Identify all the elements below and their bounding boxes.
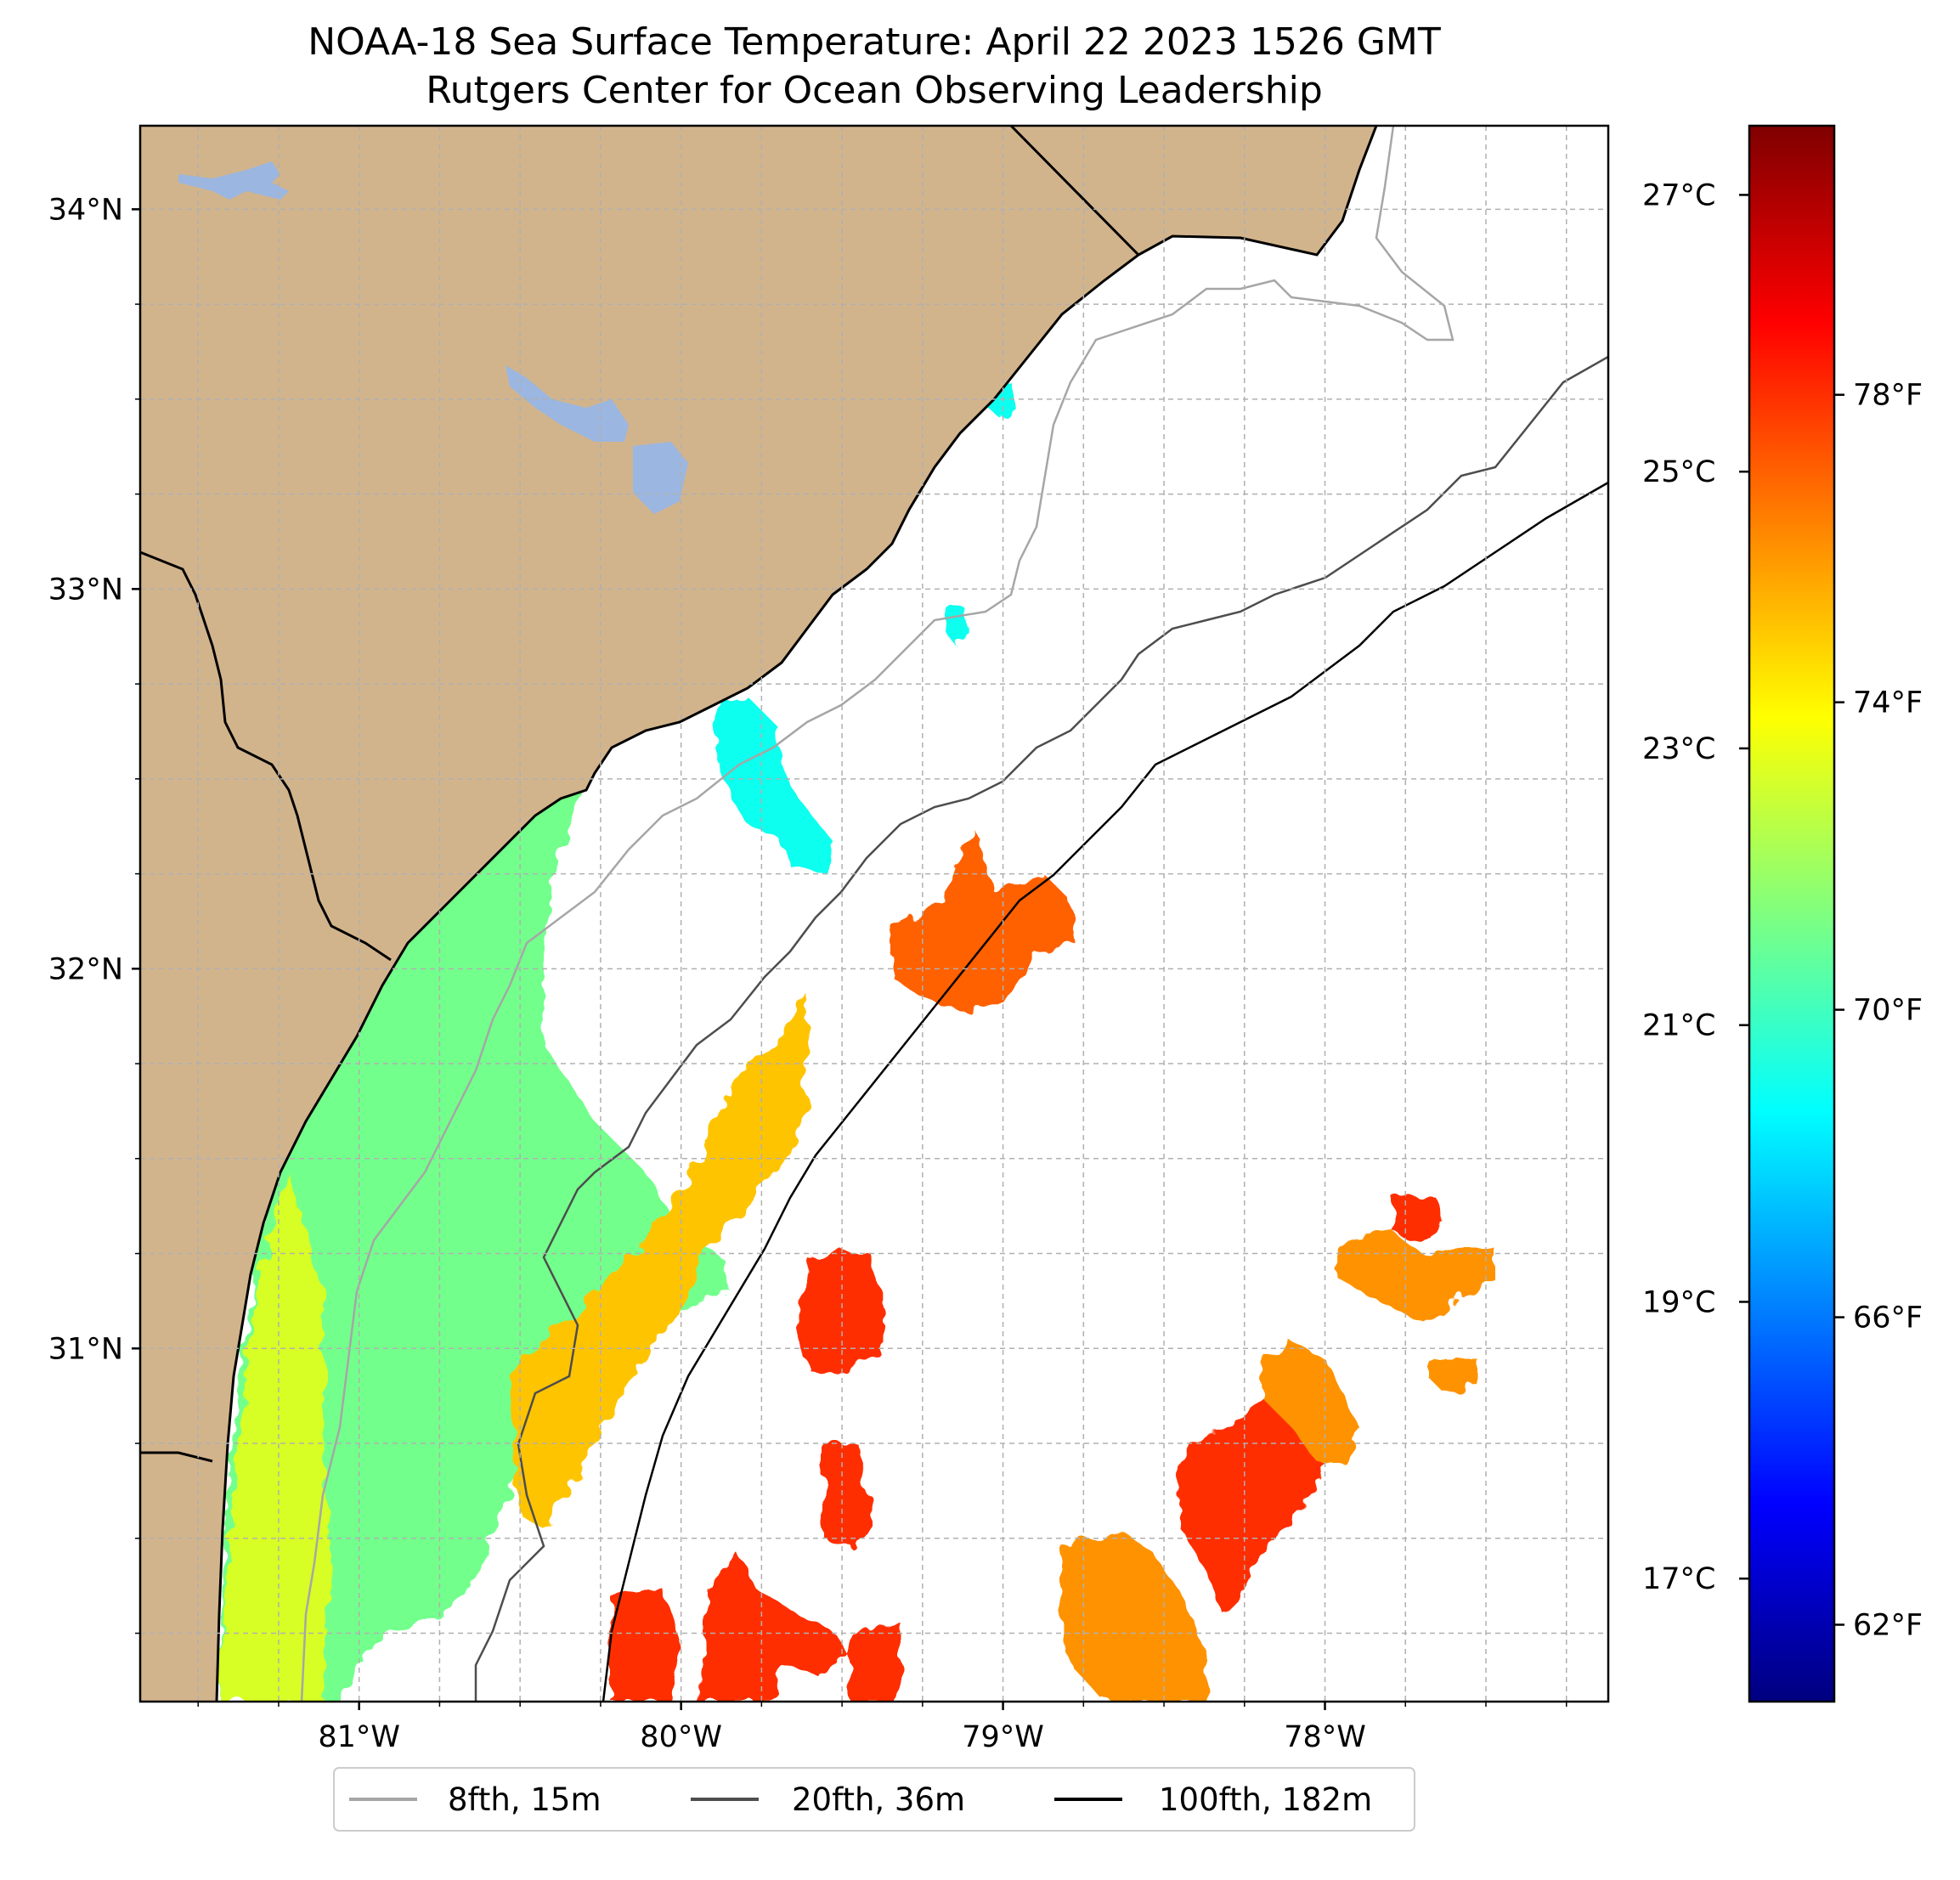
lakes (178, 161, 688, 514)
celsius-tick-label: 19°C (1642, 1285, 1715, 1319)
fl-ga-border (140, 1451, 213, 1463)
sst-region-offshore-eastern-b (1172, 1393, 1325, 1614)
lon-tick-label: 79°W (962, 1720, 1044, 1754)
fahrenheit-tick-label: 78°F (1853, 379, 1923, 413)
lat-tick-label: 32°N (48, 952, 123, 986)
lat-tick-label: 33°N (48, 573, 123, 607)
map-panel (140, 126, 1608, 1702)
legend-box (333, 1767, 1415, 1832)
fahrenheit-tick-label: 70°F (1853, 994, 1923, 1028)
land-mass (140, 126, 1376, 1702)
figure-title-line1: NOAA-18 Sea Surface Temperature: April 2… (308, 20, 1441, 64)
sst-region-offshore-eastern-c (1257, 1342, 1359, 1461)
lon-tick-label: 78°W (1284, 1720, 1366, 1754)
sst-region-inner-coastal-band (217, 1172, 331, 1702)
sst-region-mid-shelf-warm (510, 994, 807, 1529)
celsius-tick-label: 27°C (1642, 178, 1715, 212)
gridlines (140, 126, 1608, 1702)
lon-tick-label: 80°W (640, 1720, 722, 1754)
sst-region-gulf-stream-edge (892, 833, 1075, 1011)
sst-region-offshore-eastern-a (1062, 1529, 1206, 1702)
sst-region-gulf-stream-core-b (824, 1444, 875, 1546)
figure-title-line2: Rutgers Center for Ocean Observing Leade… (426, 69, 1323, 112)
sst-region-offshore-eastern-f (1427, 1359, 1478, 1393)
fahrenheit-tick-label: 66°F (1853, 1301, 1923, 1335)
celsius-tick-label: 25°C (1642, 455, 1715, 489)
sc-nc-border (1009, 126, 1140, 257)
ga-sc-border (140, 550, 392, 962)
colorbar-fahrenheit-axis: 78°F 74°F 70°F 66°F 62°F (1834, 379, 1923, 1643)
lake-marion (506, 365, 629, 442)
colorbar-gradient (1748, 124, 1836, 1703)
lon-tick-label: 81°W (318, 1720, 400, 1754)
sst-region-gulf-stream-core-e (850, 1623, 901, 1702)
celsius-tick-label: 21°C (1642, 1009, 1715, 1043)
fahrenheit-tick-label: 62°F (1853, 1609, 1923, 1643)
isobath-20fth (474, 355, 1608, 1702)
longitude-axis: 81°W 80°W 79°W 78°W (197, 1702, 1567, 1754)
sst-region-gulf-stream-core-c (612, 1589, 680, 1702)
colorbar: 27°C 25°C 23°C 21°C 19°C 17°C 78°F 74°F 70°F 66°… (1642, 124, 1923, 1703)
fahrenheit-tick-label: 74°F (1853, 686, 1923, 720)
isobath-legend: 8fth, 15m 20fth, 36m 100fth, 182m (333, 1767, 1415, 1832)
lat-tick-label: 31°N (48, 1332, 123, 1366)
lake-nc (178, 161, 289, 200)
celsius-tick-label: 17°C (1642, 1562, 1715, 1596)
legend-label-100fth: 100fth, 182m (1159, 1781, 1372, 1818)
colorbar-celsius-axis: 27°C 25°C 23°C 21°C 19°C 17°C (1642, 178, 1749, 1596)
sst-region-gulf-stream-core-a (799, 1249, 884, 1376)
coastline (215, 126, 1378, 1702)
legend-label-8fth: 8fth, 15m (448, 1781, 602, 1818)
state-borders (140, 126, 1140, 1463)
sst-region-gulf-stream-core-d (697, 1555, 850, 1702)
sst-region-offshore-eastern-d (1334, 1232, 1495, 1325)
isobath-100fth (602, 481, 1608, 1702)
legend-label-20fth: 20fth, 36m (792, 1781, 965, 1818)
sst-region-charleston-shelf (714, 697, 833, 875)
map-frame (138, 124, 1610, 1703)
celsius-tick-label: 23°C (1642, 732, 1715, 766)
lat-tick-label: 34°N (48, 193, 123, 227)
lake-moultrie (633, 442, 688, 514)
latitude-axis: 34°N 33°N 32°N 31°N (48, 193, 140, 1634)
